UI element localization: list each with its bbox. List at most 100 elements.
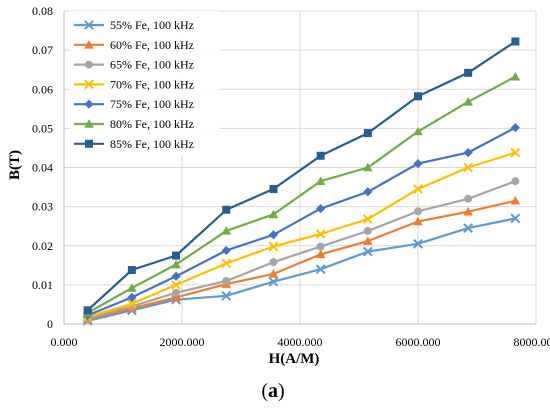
data-point (510, 122, 520, 133)
data-point (222, 276, 231, 285)
data-point (510, 147, 521, 158)
y-axis-title: B(T) (7, 150, 23, 180)
y-tick-label: 0.04 (32, 161, 53, 175)
data-point-stroke (413, 238, 423, 249)
series-1 (82, 213, 521, 326)
x-tick-label: 6000.000 (396, 335, 441, 349)
series-line (87, 217, 516, 322)
data-point (221, 226, 232, 235)
data-point (268, 230, 279, 240)
data-point (172, 251, 181, 260)
data-point (463, 206, 473, 216)
series-line (86, 40, 517, 312)
data-point (463, 148, 473, 158)
data-point (269, 185, 278, 194)
legend-item: 60% Fe, 100 kHz (74, 38, 194, 52)
data-point (362, 246, 373, 257)
data-point (464, 68, 473, 77)
legend-item: 70% Fe, 100 kHz (74, 77, 194, 91)
legend-marker (84, 40, 94, 49)
data-point (171, 271, 181, 281)
data-point-stroke (221, 290, 232, 301)
y-tick-label: 0.07 (32, 43, 53, 57)
legend-item: 75% Fe, 100 kHz (74, 97, 194, 111)
legend-label: 65% Fe, 100 kHz (110, 58, 194, 72)
data-point-stroke (268, 276, 279, 287)
data-point (315, 229, 326, 239)
legend-label: 70% Fe, 100 kHz (110, 77, 194, 91)
data-point (413, 126, 423, 136)
legend-marker-stroke (84, 79, 94, 90)
axes: 0.000 2000.000 4000.000 6000.000 8000.000 0 0.… (32, 4, 550, 349)
x-tick-label: 4000.000 (278, 335, 323, 349)
data-point (127, 283, 137, 292)
data-point (126, 298, 137, 309)
data-point (268, 241, 279, 252)
data-point (316, 151, 325, 160)
data-point (269, 258, 278, 267)
data-point (414, 92, 422, 101)
legend-label: 60% Fe, 100 kHz (110, 38, 194, 52)
legend-item: 85% Fe, 100 kHz (74, 137, 194, 151)
data-point (363, 129, 372, 138)
data-point (221, 245, 231, 256)
data-point (413, 184, 423, 194)
series-7 (83, 37, 520, 315)
data-point (510, 213, 521, 224)
y-tick-label: 0.03 (32, 200, 53, 214)
data-point-stroke (463, 223, 474, 234)
data-point (316, 242, 325, 251)
data-point-stroke (510, 213, 521, 224)
legend-marker (84, 79, 94, 90)
data-point (363, 187, 373, 197)
legend-marker (84, 20, 94, 30)
data-point (510, 71, 521, 81)
data-point (172, 288, 181, 297)
data-point (315, 264, 326, 275)
data-point-stroke (362, 246, 373, 257)
data-point (171, 259, 181, 269)
legend: 55% Fe, 100 kHz 60% Fe, 100 kHz 65% Fe, 10… (70, 11, 220, 156)
data-point (268, 209, 279, 219)
legend-marker-stroke (84, 20, 94, 30)
series-line (87, 126, 516, 317)
data-point (511, 177, 520, 186)
y-tick-label: 0.05 (32, 121, 53, 135)
data-point-stroke (171, 279, 182, 290)
legend-item: 80% Fe, 100 kHz (74, 117, 194, 131)
y-tick-label: 0.01 (32, 278, 53, 292)
y-tick-label: 0.06 (32, 82, 53, 96)
data-point (362, 214, 373, 225)
panel-label-letter: a (268, 380, 278, 402)
legend-label: 80% Fe, 100 kHz (110, 117, 194, 131)
data-point (414, 207, 422, 216)
legend-item: 65% Fe, 100 kHz (74, 58, 194, 72)
panel-label-close: ) (278, 380, 285, 402)
data-point (221, 258, 232, 269)
data-point-stroke (126, 298, 137, 309)
data-point (171, 292, 181, 302)
data-point (221, 290, 232, 301)
data-point (222, 205, 231, 214)
series-group (82, 37, 521, 326)
data-point (268, 276, 279, 287)
data-point-stroke (315, 229, 326, 239)
y-tick-label: 0.08 (32, 4, 53, 18)
data-point (463, 162, 474, 173)
data-point (315, 176, 326, 185)
series-line (87, 180, 516, 320)
data-point (464, 194, 473, 203)
data-point (363, 226, 372, 235)
legend-label: 55% Fe, 100 kHz (110, 18, 194, 32)
x-tick-label: 2000.000 (160, 335, 205, 349)
data-point-stroke (221, 258, 232, 269)
data-point (413, 238, 423, 249)
legend-marker (85, 139, 93, 148)
data-point-stroke (362, 214, 373, 225)
x-tick-label: 0.000 (51, 335, 78, 349)
data-point (463, 223, 474, 234)
data-point (316, 203, 326, 214)
data-point (510, 195, 521, 205)
